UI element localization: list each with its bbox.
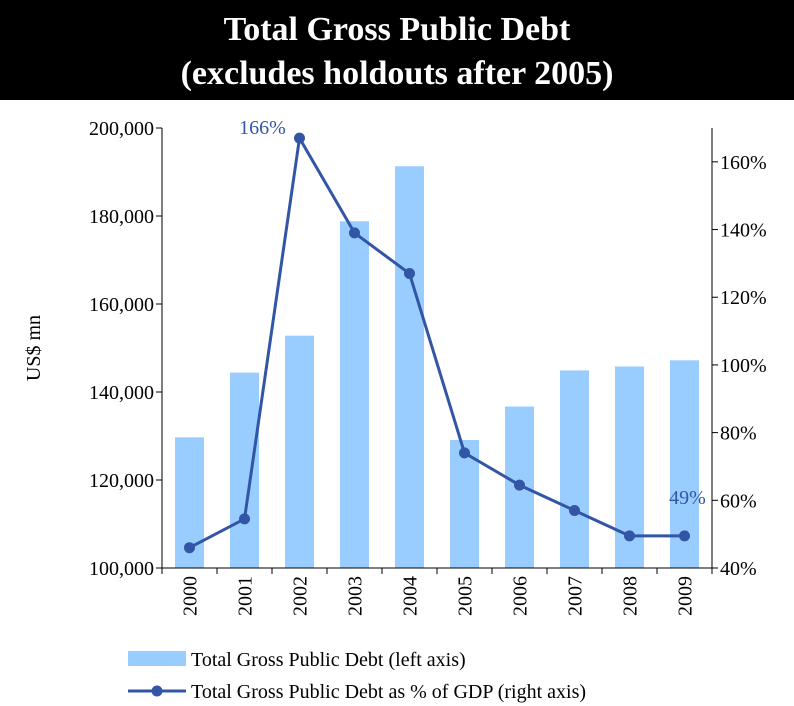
pct-gdp-point-2002 [294, 132, 305, 144]
x-tick-label-2001: 2001 [235, 576, 257, 616]
left-tick-label: 100,000 [89, 558, 154, 580]
legend-bar-swatch [128, 651, 186, 666]
legend: Total Gross Public Debt (left axis) Total… [128, 649, 586, 703]
pct-gdp-point-2005 [459, 447, 470, 459]
pct-gdp-point-2007 [569, 504, 580, 516]
x-tick-label-2005: 2005 [455, 576, 477, 616]
left-tick-label: 180,000 [89, 206, 154, 228]
pct-gdp-point-2004 [404, 268, 415, 280]
right-tick-label: 60% [720, 490, 757, 512]
x-tick-label-2008: 2008 [620, 576, 642, 616]
bar-2002 [285, 335, 314, 568]
left-tick-label: 160,000 [89, 294, 154, 316]
right-tick-label: 40% [720, 558, 757, 580]
bar-2003 [340, 221, 369, 568]
right-tick-label: 80% [720, 423, 757, 445]
right-tick-label: 120% [720, 287, 767, 309]
labels-layer: 100,000 120,000 140,000 160,000 180,000 200,0… [23, 117, 767, 616]
x-tick-label-2003: 2003 [345, 576, 367, 616]
legend-bar-label: Total Gross Public Debt (left axis) [191, 649, 466, 671]
chart-title-line-1: Total Gross Public Debt [223, 11, 571, 48]
pct-gdp-point-2001 [239, 513, 250, 525]
right-tick-label: 160% [720, 152, 767, 174]
left-tick-label: 120,000 [89, 470, 154, 492]
legend-line-label: Total Gross Public Debt as % of GDP (rig… [191, 681, 586, 703]
legend-line-marker [151, 685, 163, 697]
bar-2001 [230, 372, 259, 568]
x-tick-label-2004: 2004 [400, 576, 422, 616]
x-tick-label-2009: 2009 [675, 576, 697, 616]
axes-layer [156, 127, 718, 574]
bar-2007 [560, 370, 589, 568]
pct-gdp-point-2008 [624, 530, 635, 542]
pct-gdp-line [188, 136, 685, 550]
bar-2005 [450, 439, 479, 568]
pct-gdp-point-2009 [679, 530, 690, 542]
line-layer [184, 132, 690, 554]
x-tick-label-2000: 2000 [180, 576, 202, 616]
pct-gdp-point-2006 [514, 479, 525, 491]
x-tick-label-2006: 2006 [510, 576, 532, 616]
pct-gdp-point-2000 [184, 542, 195, 554]
chart-title-line-2: (excludes holdouts after 2005) [180, 55, 614, 92]
data-label-2009: 49% [669, 487, 706, 509]
left-tick-label: 140,000 [89, 382, 154, 404]
chart-title: Total Gross Public Debt (excludes holdou… [0, 0, 794, 100]
left-tick-label: 200,000 [89, 118, 154, 140]
right-tick-label: 140% [720, 220, 767, 242]
pct-gdp-point-2003 [349, 227, 360, 239]
data-label-2002: 166% [239, 117, 286, 139]
right-tick-label: 100% [720, 355, 767, 377]
y-axis-title: US$ mn [23, 315, 45, 381]
x-tick-label-2007: 2007 [565, 576, 587, 616]
bar-2004 [395, 166, 424, 568]
x-tick-label-2002: 2002 [290, 576, 312, 616]
